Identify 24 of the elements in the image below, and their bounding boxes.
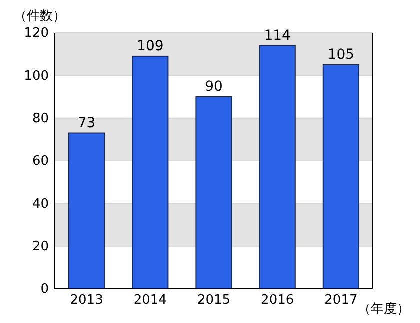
data-label: 109	[137, 38, 164, 54]
data-label: 73	[78, 115, 96, 132]
bar	[259, 45, 296, 290]
y-tick-label: 40	[32, 196, 49, 212]
y-tick-label: 120	[24, 26, 49, 42]
bar	[68, 132, 106, 290]
x-tick-label: 2016	[261, 293, 294, 308]
bar	[322, 64, 360, 290]
y-tick-label: 20	[32, 239, 49, 254]
bar	[132, 56, 169, 290]
x-tick-label: 2014	[134, 293, 167, 308]
x-tick-label: 2017	[324, 293, 358, 308]
y-tick-label: 60	[32, 154, 49, 170]
y-axis-title: （件数）	[14, 9, 66, 24]
data-label: 90	[205, 79, 223, 95]
data-label: 114	[264, 28, 292, 44]
x-tick-label: 2015	[197, 293, 231, 308]
y-tick-label: 100	[24, 68, 49, 84]
bar	[196, 96, 232, 290]
x-tick-label: 2013	[70, 293, 104, 308]
data-label: 105	[328, 47, 355, 63]
y-tick-label: 80	[32, 111, 49, 126]
x-axis-title: （年度）	[358, 301, 410, 317]
y-tick-label: 0	[40, 282, 49, 298]
